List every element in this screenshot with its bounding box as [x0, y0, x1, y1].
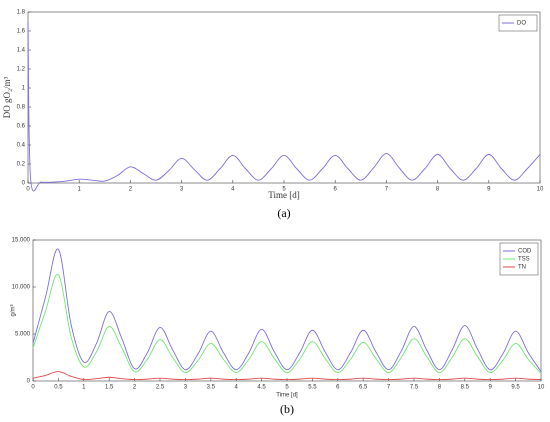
y-tick-label: 15.000: [12, 238, 31, 244]
x-tick-label: 7: [385, 187, 389, 193]
y-tick-label: 0: [22, 181, 26, 187]
y-tick-label: 1.8: [17, 10, 26, 16]
x-tick-label: 5: [282, 187, 286, 193]
x-tick-label: 9: [487, 187, 491, 193]
x-tick-label: 5.5: [308, 385, 317, 391]
x-tick-label: 7.5: [410, 385, 419, 391]
y-tick-label: 1.2: [17, 67, 26, 73]
x-tick-label: 0: [26, 187, 30, 193]
data-line: [32, 274, 542, 374]
plot-area: [27, 11, 541, 184]
x-tick-label: 4: [235, 385, 239, 391]
y-tick-label: 0.2: [17, 162, 26, 168]
x-tick-label: 9.5: [511, 385, 520, 391]
legend-label: TN: [518, 265, 526, 271]
x-axis-label: Time [d]: [276, 393, 298, 399]
x-tick-label: 4.5: [257, 385, 266, 391]
data-line: [32, 248, 542, 372]
x-tick-label: 2.5: [156, 385, 165, 391]
x-tick-label: 1.5: [105, 385, 114, 391]
y-tick-label: 1.6: [17, 29, 26, 35]
x-tick-label: 3: [184, 385, 188, 391]
data-line: [27, 21, 541, 192]
x-tick-label: 2: [129, 187, 133, 193]
plot-area: [32, 239, 542, 382]
x-tick-label: 1: [78, 187, 82, 193]
x-tick-label: 1: [82, 385, 86, 391]
data-line: [32, 371, 542, 381]
panel-caption: (a): [277, 206, 290, 220]
x-tick-label: 10: [538, 385, 545, 391]
legend-box: [498, 14, 538, 32]
y-tick-label: 1: [22, 86, 26, 92]
x-tick-label: 2: [133, 385, 137, 391]
x-axis-label: Time [d]: [268, 190, 299, 200]
legend-label: COD: [518, 249, 532, 255]
x-tick-label: 8: [438, 385, 442, 391]
panel-caption: (b): [280, 402, 294, 416]
y-tick-label: 0.4: [17, 143, 26, 149]
y-tick-label: 1.4: [17, 48, 26, 54]
x-tick-label: 5: [285, 385, 289, 391]
y-tick-label: 10.000: [12, 285, 31, 291]
x-tick-label: 6.5: [359, 385, 368, 391]
y-axis-label: DO gO₂/m³: [2, 76, 12, 118]
y-tick-label: 0.8: [17, 105, 26, 111]
y-tick-label: 5.000: [15, 332, 31, 338]
y-tick-label: 0: [27, 379, 31, 385]
y-tick-label: 0.6: [17, 124, 26, 130]
x-tick-label: 8: [436, 187, 440, 193]
x-tick-label: 6: [334, 187, 338, 193]
x-tick-label: 6: [336, 385, 340, 391]
x-tick-label: 8.5: [461, 385, 470, 391]
x-tick-label: 4: [231, 187, 235, 193]
x-tick-label: 0: [31, 385, 35, 391]
legend-label: DO: [517, 21, 526, 27]
x-tick-label: 7: [387, 385, 391, 391]
x-tick-label: 3: [180, 187, 184, 193]
y-axis-label: g/m³: [11, 304, 17, 316]
legend-label: TSS: [518, 257, 530, 263]
x-tick-label: 0.5: [54, 385, 63, 391]
x-tick-label: 10: [537, 187, 544, 193]
x-tick-label: 9: [489, 385, 493, 391]
x-tick-label: 3.5: [207, 385, 216, 391]
